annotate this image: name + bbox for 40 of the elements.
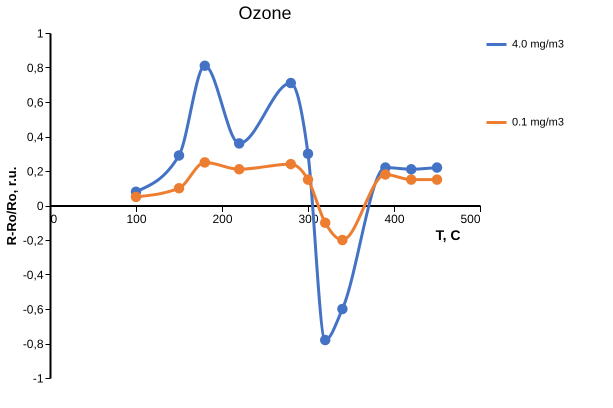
legend-label: 0.1 mg/m3 xyxy=(512,116,564,128)
x-tick-label: 200 xyxy=(212,212,233,226)
point xyxy=(302,148,314,159)
y-tick-label: 0,2 xyxy=(26,164,44,178)
x-tick-label: 500 xyxy=(460,212,481,226)
point xyxy=(320,334,330,346)
point xyxy=(432,162,442,173)
y-axis-title: R-Ro/Ro, r.u. xyxy=(4,166,19,246)
point xyxy=(406,174,416,185)
y-tick-label: 1 xyxy=(36,26,44,40)
point xyxy=(234,138,244,149)
point xyxy=(320,218,330,228)
point xyxy=(406,164,416,175)
y-tick-label: -0,8 xyxy=(22,337,44,351)
chart-title: Ozone xyxy=(238,3,292,23)
point xyxy=(200,60,210,72)
y-tick-label: 0 xyxy=(36,199,44,213)
y-tick-label: -0,4 xyxy=(22,268,44,282)
point xyxy=(234,164,244,175)
point xyxy=(302,174,314,185)
y-tick-label: -1 xyxy=(32,372,44,386)
point xyxy=(174,150,184,161)
point xyxy=(337,234,348,246)
y-tick-label: -0,2 xyxy=(22,234,44,248)
point xyxy=(286,78,296,88)
point xyxy=(337,304,348,314)
point xyxy=(200,157,210,168)
point xyxy=(286,158,296,170)
y-tick-label: 0,4 xyxy=(26,130,44,144)
point xyxy=(130,192,142,202)
x-axis-title: T, C xyxy=(436,227,460,243)
y-tick-label: 0,6 xyxy=(26,96,44,110)
y-tick-label: -0,6 xyxy=(22,302,44,316)
point xyxy=(174,183,184,194)
x-tick-label: 100 xyxy=(126,212,147,226)
point xyxy=(380,169,391,180)
legend-label: 4.0 mg/m3 xyxy=(512,38,564,50)
point xyxy=(432,174,442,185)
y-tick-label: 0,8 xyxy=(26,61,44,75)
x-tick-label: 400 xyxy=(384,212,405,226)
